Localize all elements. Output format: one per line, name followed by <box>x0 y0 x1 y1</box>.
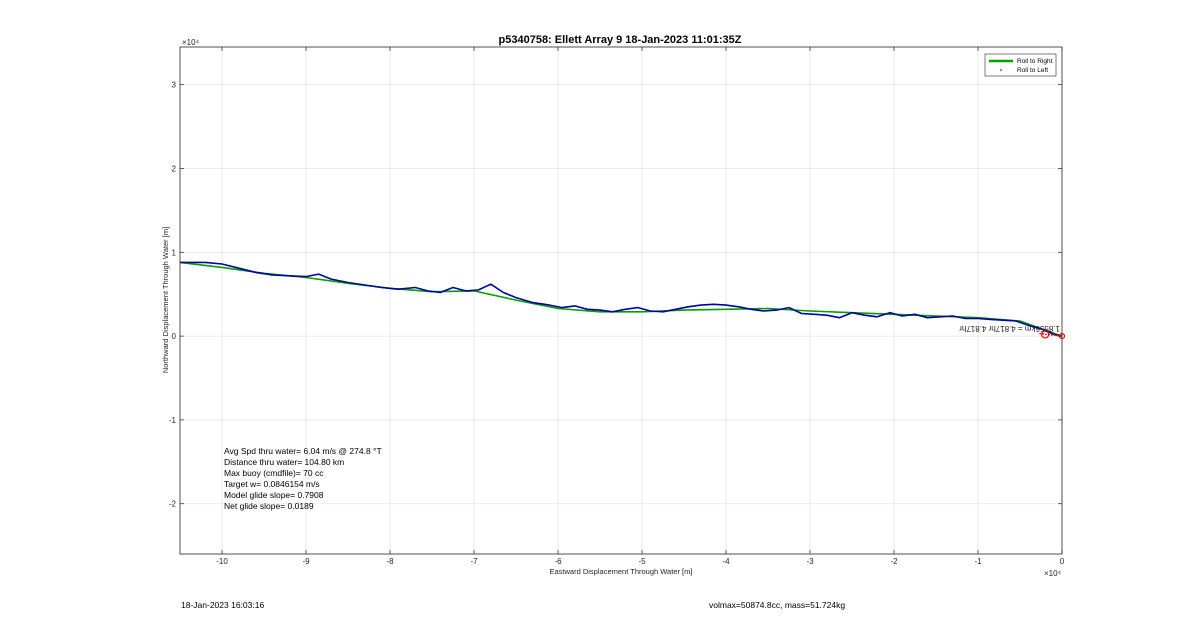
x-tick-label: -2 <box>890 557 898 566</box>
footer-volmax: volmax=50874.8cc, mass=51.724kg <box>709 600 846 610</box>
y-tick-label: -2 <box>169 500 177 509</box>
x-tick-label: -3 <box>806 557 814 566</box>
footer-timestamp: 18-Jan-2023 16:03:16 <box>181 600 265 610</box>
x-tick-label: -10 <box>216 557 228 566</box>
x-tick-label: -5 <box>638 557 646 566</box>
roll-left-point <box>1053 334 1056 337</box>
x-tick-label: -8 <box>386 557 394 566</box>
x-ticks: -10 -9 -8 -7 -6 -5 -4 -3 -2 -1 0 <box>216 47 1065 566</box>
roll-left-point <box>1045 333 1047 336</box>
plot-frame <box>179 46 1063 555</box>
roll-left-point <box>1048 333 1050 336</box>
x-exponent: ×10⁴ <box>1044 569 1062 578</box>
series-layer <box>179 261 1063 337</box>
roll-left-point <box>1039 332 1042 335</box>
x-tick-label: -1 <box>974 557 982 566</box>
chart-title: p5340758: Ellett Array 9 18-Jan-2023 11:… <box>499 34 742 46</box>
stats-block: Avg Spd thru water= 6.04 m/s @ 274.8 °TD… <box>224 446 382 511</box>
stats-line: Distance thru water= 104.80 km <box>224 457 344 467</box>
x-tick-label: 0 <box>1060 557 1065 566</box>
y-exponent: ×10⁴ <box>182 38 200 47</box>
roll-left-point <box>1042 333 1044 335</box>
legend-label-left: Roll to Left <box>1017 67 1048 74</box>
legend-box <box>984 53 1057 77</box>
y-ticks: -2 -1 0 1 2 3 <box>169 81 1062 509</box>
y-tick-label: 0 <box>172 332 177 341</box>
stats-line: Avg Spd thru water= 6.04 m/s @ 274.8 °T <box>224 446 382 456</box>
y-tick-label: 2 <box>172 165 177 174</box>
x-tick-label: -7 <box>470 557 478 566</box>
x-tick-label: -9 <box>302 557 310 566</box>
stats-line: Net glide slope= 0.0189 <box>224 501 314 511</box>
y-tick-label: -1 <box>169 416 177 425</box>
x-tick-label: -6 <box>554 557 562 566</box>
stats-line: Model glide slope= 0.7908 <box>224 490 324 500</box>
y-tick-label: 3 <box>172 81 177 90</box>
y-tick-label: 1 <box>172 248 177 257</box>
x-axis-label: Eastward Displacement Through Water [m] <box>550 567 693 576</box>
y-axis-label: Northward Displacement Through Water [m] <box>161 227 170 373</box>
legend: Roll to Right Roll to Left <box>984 53 1057 77</box>
stats-line: Target w= 0.0846154 m/s <box>224 479 320 489</box>
x-tick-label: -4 <box>722 557 730 566</box>
stats-line: Max buoy (cmdfile)= 70 cc <box>224 468 324 478</box>
series-line-track <box>180 261 1063 337</box>
legend-marker-left <box>1000 69 1002 71</box>
track-annotation: 1.8556km = 4.817hr 4.817hr <box>959 324 1060 333</box>
plot-area <box>180 47 1062 554</box>
legend-label-right: Roll to Right <box>1017 58 1053 65</box>
roll-left-point <box>1051 334 1053 336</box>
